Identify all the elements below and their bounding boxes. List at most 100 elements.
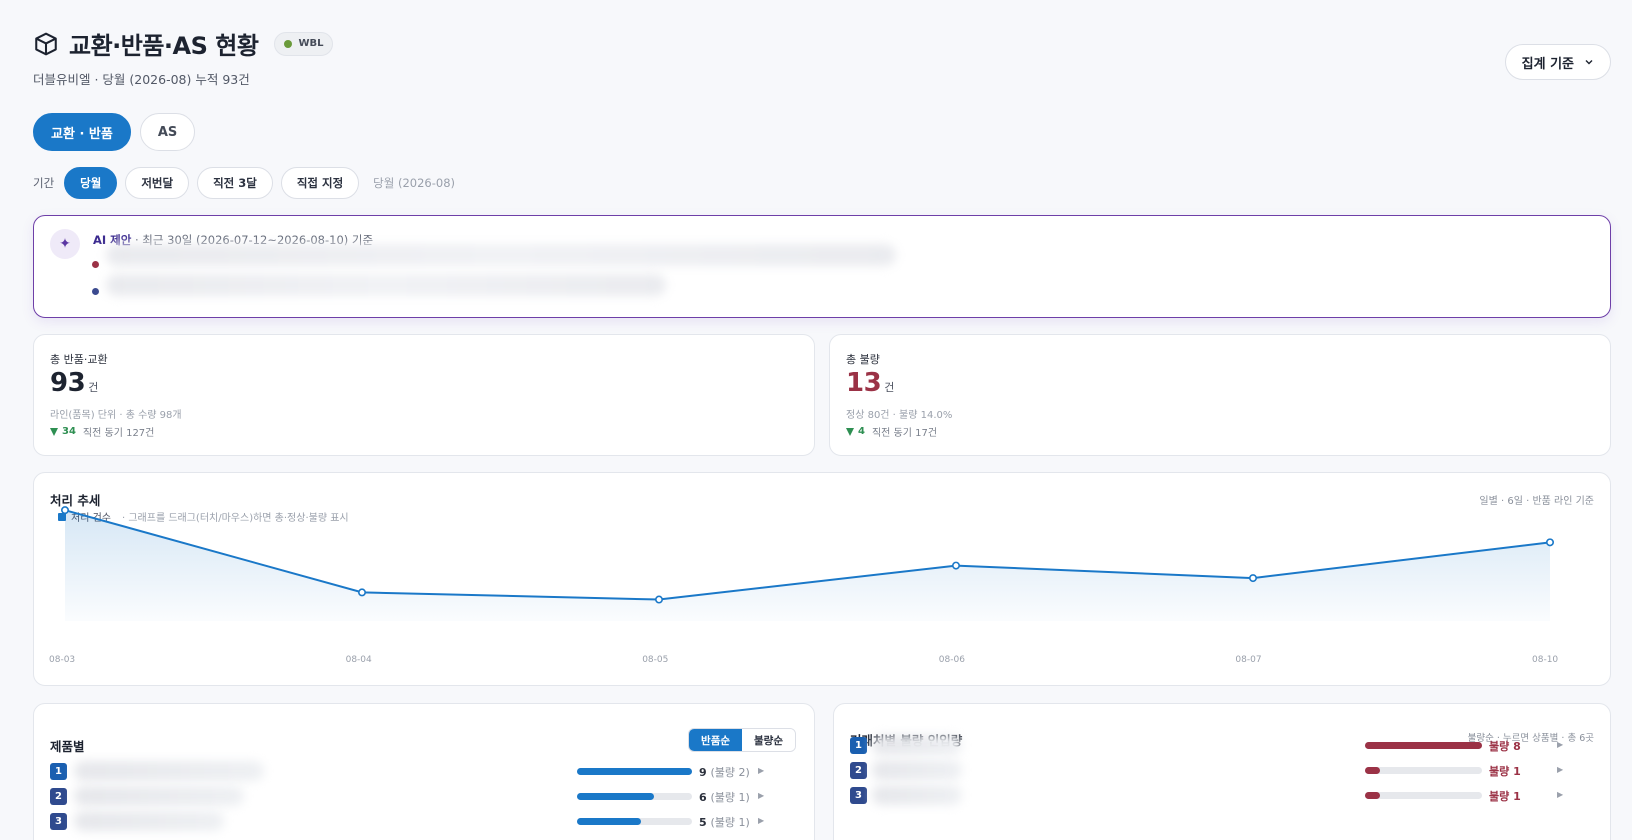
rank-badge: 2 — [850, 762, 867, 779]
x-tick-label: 08-04 — [345, 655, 372, 665]
chart-hint: · 그래프를 드래그(터치/마우스)하면 총·정상·불량 표시 — [121, 513, 349, 524]
defect-bar-fill — [1365, 742, 1482, 749]
stat-value: 13 건 — [846, 368, 894, 398]
page-title: 교환·반품·AS 현황 — [69, 32, 259, 60]
stat-card-defect: 총 불량 13 건 정상 80건 · 불량 14.0% 4 직전 동기 17건 — [829, 334, 1611, 456]
expand-arrow-icon[interactable]: ▶ — [1557, 790, 1564, 799]
return-bar-fill — [577, 768, 692, 775]
period-label: 기간 — [33, 176, 55, 190]
vendor-note: 불량순 · 누르면 상품별 · 총 6곳 — [1467, 733, 1594, 744]
status-dot-icon — [284, 39, 293, 48]
rank-badge: 1 — [850, 737, 867, 754]
series-line — [64, 509, 1551, 601]
series-area — [65, 510, 1550, 621]
ai-suggestion-redacted — [106, 244, 896, 266]
ai-bullet-icon — [92, 288, 99, 295]
stat-card-total: 총 반품·교환 93 건 라인(품목) 단위 · 총 수량 98개 34 직전 동… — [33, 334, 815, 456]
stat-delta: 34 직전 동기 127건 — [50, 424, 154, 439]
expand-arrow-icon[interactable]: ▶ — [1557, 740, 1564, 749]
expand-arrow-icon[interactable]: ▶ — [758, 816, 765, 825]
period-note: 당월 (2026-08) — [373, 176, 456, 190]
box-icon — [33, 31, 59, 57]
stat-delta: 4 직전 동기 17건 — [846, 424, 937, 439]
defect-count: 불량 1 — [1489, 790, 1521, 803]
defect-bar — [1365, 792, 1482, 799]
ai-suggestion-redacted — [106, 274, 666, 296]
section-title: 제품별 — [50, 739, 85, 754]
vendor-name-redacted[interactable] — [872, 785, 962, 805]
return-count: 9 (불량 2) — [699, 766, 750, 779]
expand-arrow-icon[interactable]: ▶ — [758, 766, 765, 775]
x-tick-label: 08-06 — [938, 655, 965, 665]
return-bar-fill — [577, 818, 642, 825]
triangle-down-icon — [50, 427, 58, 436]
ai-period: · 최근 30일 (2026-07-12~2026-08-10) 기준 — [131, 233, 374, 247]
company-badge: WBL — [274, 31, 334, 56]
main-tabs: 교환 · 반품 AS — [33, 113, 196, 151]
product-card: 제품별 반품순 불량순 1 9 (불량 2) ▶ 2 6 (불량 1) ▶ 3 5 (불량 1… — [33, 703, 815, 840]
data-point[interactable] — [60, 506, 69, 515]
vendor-name-redacted[interactable] — [872, 760, 962, 780]
chart-scope-note: 일별 · 6일 · 반품 라인 기준 — [1479, 496, 1594, 507]
rank-badge: 1 — [50, 763, 67, 780]
data-point[interactable] — [951, 561, 960, 570]
period-this-month[interactable]: 당월 — [64, 167, 118, 199]
defect-bar-fill — [1365, 792, 1380, 799]
defect-bar — [1365, 742, 1482, 749]
chart-title: 처리 추세 — [50, 493, 101, 508]
trend-chart[interactable] — [34, 473, 1612, 687]
return-bar — [577, 793, 692, 800]
tab-exchange-return[interactable]: 교환 · 반품 — [33, 113, 131, 151]
expand-arrow-icon[interactable]: ▶ — [1557, 765, 1564, 774]
product-sort-toggle: 반품순 불량순 — [688, 728, 796, 752]
page-subtitle: 더블유비엘 · 당월 (2026-08) 누적 93건 — [33, 72, 250, 87]
product-name-redacted[interactable] — [74, 761, 264, 781]
aggregation-dropdown[interactable]: 집계 기준 — [1504, 44, 1611, 80]
defect-count: 불량 1 — [1489, 765, 1521, 778]
x-tick-label: 08-03 — [49, 655, 76, 665]
vendor-name-redacted[interactable] — [872, 735, 962, 755]
expand-arrow-icon[interactable]: ▶ — [758, 791, 765, 800]
tab-as[interactable]: AS — [139, 113, 196, 151]
period-last-month[interactable]: 저번달 — [125, 167, 190, 199]
stat-value: 93 건 — [50, 368, 98, 398]
rank-badge: 2 — [50, 788, 67, 805]
return-bar — [577, 768, 692, 775]
data-point[interactable] — [1249, 574, 1258, 583]
return-count: 5 (불량 1) — [699, 816, 750, 829]
company-badge-label: WBL — [298, 38, 324, 49]
product-name-redacted[interactable] — [74, 811, 224, 831]
ai-suggestion-card: ✦ AI 제안 · 최근 30일 (2026-07-12~2026-08-10)… — [33, 215, 1611, 318]
ai-bullet-icon — [92, 261, 99, 268]
defect-count: 불량 8 — [1489, 740, 1521, 753]
page-header: 교환·반품·AS 현황 WBL 더블유비엘 · 당월 (2026-08) 누적 … — [33, 26, 1611, 87]
x-tick-label: 08-05 — [642, 655, 669, 665]
rank-badge: 3 — [50, 813, 67, 830]
return-count: 6 (불량 1) — [699, 791, 750, 804]
triangle-down-icon — [846, 427, 854, 436]
chevron-down-icon — [1585, 60, 1593, 65]
period-custom[interactable]: 직접 지정 — [280, 167, 360, 199]
data-point[interactable] — [357, 588, 366, 597]
vendor-card: 거래처별 불량 인입량 불량순 · 누르면 상품별 · 총 6곳 1불량 8▶2… — [833, 703, 1611, 840]
data-point[interactable] — [654, 595, 663, 604]
sparkle-icon: ✦ — [50, 229, 80, 259]
defect-bar-fill — [1365, 767, 1380, 774]
aggregation-label: 집계 기준 — [1521, 56, 1574, 72]
period-filter: 기간 당월 저번달 직전 3달 직접 지정 당월 (2026-08) — [33, 167, 455, 199]
rank-badge: 3 — [850, 787, 867, 804]
ai-header: AI 제안 · 최근 30일 (2026-07-12~2026-08-10) 기… — [93, 232, 373, 248]
data-point[interactable] — [1546, 538, 1555, 547]
stat-title: 총 불량 — [846, 353, 880, 366]
x-tick-label: 08-10 — [1532, 655, 1559, 665]
trend-chart-card: 처리 추세 일별 · 6일 · 반품 라인 기준 처리 건수 · 그래프를 드래… — [33, 472, 1611, 686]
sort-by-returns[interactable]: 반품순 — [689, 729, 743, 751]
return-bar-fill — [577, 793, 655, 800]
period-last-3-months[interactable]: 직전 3달 — [197, 167, 273, 199]
x-tick-label: 08-07 — [1235, 655, 1262, 665]
sort-by-defects[interactable]: 불량순 — [742, 729, 795, 751]
stat-subtext: 라인(품목) 단위 · 총 수량 98개 — [50, 410, 182, 421]
product-name-redacted[interactable] — [74, 786, 244, 806]
defect-bar — [1365, 767, 1482, 774]
ai-label: AI 제안 — [93, 233, 132, 247]
